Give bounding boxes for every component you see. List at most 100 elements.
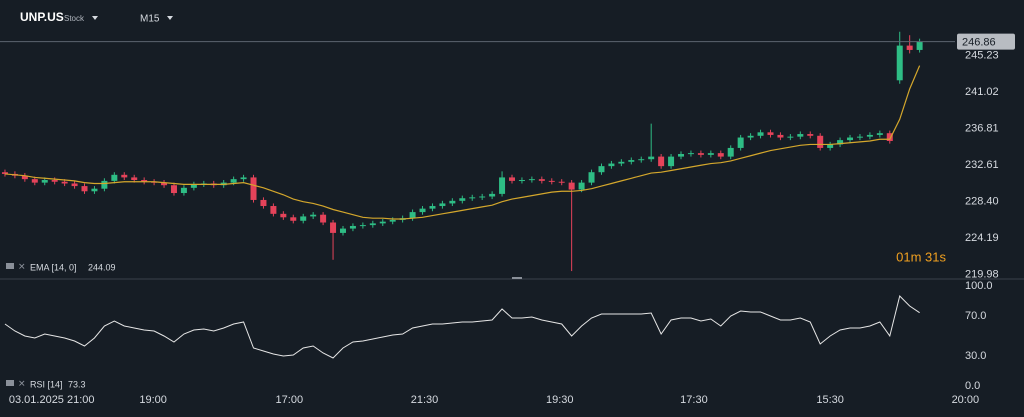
- candle-body: [91, 188, 98, 192]
- candle-body: [509, 177, 515, 181]
- candle-body: [757, 132, 764, 136]
- candle-body: [111, 174, 118, 181]
- candle-body: [608, 163, 615, 167]
- candle-body: [578, 182, 585, 190]
- candle-body: [697, 153, 704, 155]
- indicator-icon[interactable]: [6, 380, 14, 386]
- candle-body: [250, 177, 257, 200]
- x-tick-label: 19:00: [139, 394, 167, 406]
- indicator-close[interactable]: ✕: [18, 261, 26, 271]
- candle-body: [449, 200, 456, 204]
- symbol[interactable]: UNP.US: [20, 10, 64, 24]
- candle-body: [290, 217, 297, 221]
- candle-body: [131, 177, 138, 181]
- candle-body: [528, 179, 535, 181]
- candle-body: [568, 182, 575, 190]
- candle-body: [190, 184, 197, 188]
- candle-body: [499, 177, 506, 194]
- x-tick-label: 21:30: [411, 394, 439, 406]
- candle-body: [906, 45, 913, 50]
- indicator-close[interactable]: ✕: [18, 378, 26, 388]
- candle-body: [658, 156, 665, 167]
- dropdown-arrow[interactable]: [92, 16, 98, 20]
- candle-body: [727, 147, 734, 157]
- candle-body: [469, 197, 476, 199]
- candle-body: [101, 180, 108, 189]
- y-tick-label: 232.61: [965, 159, 999, 171]
- candle-body: [638, 159, 645, 161]
- timeframe[interactable]: M15: [140, 14, 160, 25]
- candle-body: [459, 198, 466, 201]
- y-tick-label: 70.0: [965, 310, 986, 322]
- ema-label: EMA [14, 0]: [30, 262, 77, 272]
- candle-body: [489, 193, 496, 197]
- candle-body: [429, 206, 436, 209]
- candle-body: [598, 166, 605, 173]
- candle-body: [687, 153, 694, 155]
- candle-body: [886, 133, 893, 141]
- y-tick-label: 30.0: [965, 350, 986, 362]
- candle-body: [280, 213, 287, 218]
- candle-body: [896, 45, 903, 81]
- candle-body: [916, 41, 923, 50]
- candle-body: [379, 221, 386, 224]
- candle-body: [359, 225, 366, 227]
- symbol-kind: Stock: [64, 14, 85, 23]
- rsi-line: [4, 295, 920, 359]
- candle-body: [121, 174, 128, 178]
- y-tick-label: 224.19: [965, 232, 999, 244]
- candle-body: [71, 183, 78, 187]
- candle-body: [439, 203, 446, 207]
- y-tick-label: 219.98: [965, 269, 999, 281]
- candle-body: [81, 186, 88, 192]
- rsi-label: RSI [14]: [30, 379, 63, 389]
- candle-body: [678, 154, 685, 157]
- candle-body: [170, 185, 177, 194]
- candle-body: [330, 222, 337, 233]
- candle-body: [538, 179, 545, 181]
- x-tick-label: 15:30: [816, 394, 844, 406]
- candle-body: [856, 136, 863, 138]
- dropdown-arrow[interactable]: [167, 16, 173, 20]
- pane-handle[interactable]: [512, 277, 522, 279]
- last-price-tag: [957, 33, 1015, 50]
- candle-body: [61, 181, 68, 184]
- candle-body: [260, 199, 267, 207]
- candle-body: [389, 219, 396, 222]
- candle-body: [180, 187, 187, 194]
- candle-body: [310, 214, 317, 217]
- candle-body: [369, 223, 376, 226]
- candle-body: [320, 214, 327, 223]
- candle-body: [866, 134, 873, 137]
- x-tick-label: 19:30: [546, 394, 574, 406]
- candle-body: [548, 180, 555, 182]
- candle-body: [837, 140, 844, 145]
- candle-body: [847, 137, 854, 141]
- candle-body: [409, 212, 416, 219]
- indicator-icon[interactable]: [6, 263, 14, 269]
- candle-body: [518, 180, 525, 182]
- candle-body: [797, 134, 804, 137]
- candle-body: [807, 134, 814, 136]
- x-tick-label: 17:00: [276, 394, 304, 406]
- ema-value: 244.09: [88, 262, 116, 272]
- candle-body: [767, 132, 774, 135]
- candle-body: [588, 172, 595, 183]
- candle-body: [648, 156, 655, 160]
- candle-body: [707, 153, 714, 155]
- candle-body: [817, 135, 824, 148]
- candle-body: [51, 180, 58, 182]
- candle-body: [777, 134, 784, 138]
- candle-body: [31, 179, 38, 183]
- candle-body: [628, 160, 635, 162]
- y-tick-label: 241.02: [965, 86, 999, 98]
- candle-body: [419, 208, 426, 213]
- y-tick-label: 100.0: [965, 280, 993, 292]
- candle-body: [161, 182, 168, 186]
- candle-body: [827, 144, 834, 148]
- candle-timer: 01m 31s: [896, 249, 946, 264]
- candle-body: [349, 225, 356, 229]
